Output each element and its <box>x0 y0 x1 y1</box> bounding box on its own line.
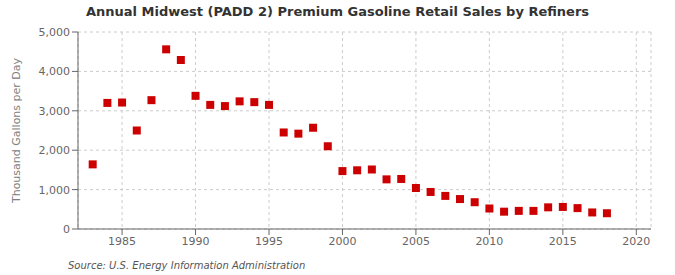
svg-text:Thousand Gallons per Day: Thousand Gallons per Day <box>10 57 23 204</box>
svg-text:3,000: 3,000 <box>39 105 71 118</box>
svg-text:5,000: 5,000 <box>39 26 71 39</box>
svg-text:2,000: 2,000 <box>39 144 71 157</box>
svg-text:1995: 1995 <box>255 235 283 248</box>
svg-text:1990: 1990 <box>182 235 210 248</box>
svg-text:4,000: 4,000 <box>39 65 71 78</box>
html-text:Annual Midwest (PADD 2) Premiu: Annual Midwest (PADD 2) Premium Gasoline… <box>85 4 590 19</box>
svg-text:1985: 1985 <box>108 235 136 248</box>
html-text:Source: U.S. Energy Informatio: Source: U.S. Energy Information Administ… <box>68 260 306 271</box>
svg-text:2000: 2000 <box>328 235 356 248</box>
svg-text:2020: 2020 <box>622 235 650 248</box>
svg-text:0: 0 <box>63 223 70 236</box>
svg-text:2010: 2010 <box>475 235 503 248</box>
svg-text:2005: 2005 <box>402 235 430 248</box>
svg-text:1,000: 1,000 <box>39 184 71 197</box>
svg-text:2015: 2015 <box>549 235 577 248</box>
